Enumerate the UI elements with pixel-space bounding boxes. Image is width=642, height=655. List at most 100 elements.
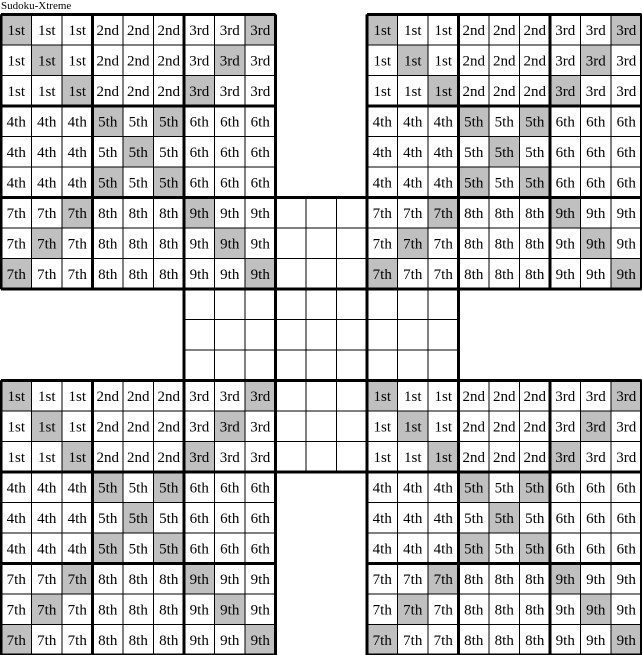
sudoku-cell[interactable]: 2nd — [122, 14, 154, 46]
sudoku-cell[interactable]: 5th — [153, 105, 185, 137]
sudoku-cell[interactable]: 6th — [549, 105, 581, 137]
sudoku-cell[interactable]: 6th — [580, 502, 612, 534]
sudoku-cell[interactable]: 1st — [366, 14, 398, 46]
sudoku-cell[interactable]: 7th — [427, 624, 459, 655]
sudoku-cell[interactable]: 9th — [244, 258, 276, 290]
sudoku-cell[interactable]: 8th — [153, 563, 185, 595]
sudoku-cell[interactable]: 4th — [0, 136, 32, 168]
sudoku-cell[interactable]: 5th — [488, 471, 520, 503]
sudoku-cell[interactable]: 2nd — [519, 44, 551, 76]
sudoku-cell[interactable]: 2nd — [519, 410, 551, 442]
sudoku-cell[interactable] — [305, 410, 337, 442]
sudoku-cell[interactable]: 2nd — [122, 380, 154, 412]
sudoku-cell[interactable]: 7th — [427, 197, 459, 229]
sudoku-cell[interactable]: 7th — [397, 624, 429, 655]
sudoku-cell[interactable] — [305, 288, 337, 320]
sudoku-cell[interactable]: 9th — [549, 624, 581, 655]
sudoku-cell[interactable]: 9th — [610, 227, 642, 259]
sudoku-cell[interactable]: 2nd — [458, 380, 490, 412]
sudoku-cell[interactable]: 7th — [397, 593, 429, 625]
sudoku-cell[interactable]: 4th — [61, 532, 93, 564]
sudoku-cell[interactable] — [427, 349, 459, 381]
sudoku-cell[interactable]: 9th — [183, 197, 215, 229]
sudoku-cell[interactable]: 2nd — [122, 44, 154, 76]
sudoku-cell[interactable]: 2nd — [519, 75, 551, 107]
sudoku-cell[interactable]: 1st — [31, 14, 63, 46]
sudoku-cell[interactable] — [336, 288, 368, 320]
sudoku-cell[interactable]: 4th — [0, 532, 32, 564]
sudoku-cell[interactable]: 9th — [214, 227, 246, 259]
sudoku-cell[interactable]: 2nd — [122, 441, 154, 473]
sudoku-cell[interactable]: 6th — [610, 471, 642, 503]
sudoku-cell[interactable]: 8th — [458, 563, 490, 595]
sudoku-cell[interactable]: 9th — [214, 197, 246, 229]
sudoku-cell[interactable]: 8th — [458, 624, 490, 655]
sudoku-cell[interactable]: 7th — [397, 563, 429, 595]
sudoku-cell[interactable]: 5th — [153, 136, 185, 168]
sudoku-cell[interactable]: 3rd — [244, 380, 276, 412]
sudoku-cell[interactable]: 6th — [183, 502, 215, 534]
sudoku-cell[interactable]: 1st — [366, 410, 398, 442]
sudoku-cell[interactable]: 5th — [519, 471, 551, 503]
sudoku-cell[interactable]: 4th — [397, 502, 429, 534]
sudoku-cell[interactable]: 7th — [61, 197, 93, 229]
sudoku-cell[interactable]: 3rd — [549, 410, 581, 442]
sudoku-cell[interactable] — [183, 288, 215, 320]
sudoku-cell[interactable]: 4th — [366, 471, 398, 503]
sudoku-cell[interactable]: 2nd — [458, 75, 490, 107]
sudoku-cell[interactable]: 6th — [214, 136, 246, 168]
sudoku-cell[interactable]: 8th — [153, 593, 185, 625]
sudoku-cell[interactable]: 9th — [183, 624, 215, 655]
sudoku-cell[interactable]: 6th — [183, 532, 215, 564]
sudoku-cell[interactable]: 3rd — [244, 14, 276, 46]
sudoku-cell[interactable]: 3rd — [580, 410, 612, 442]
sudoku-cell[interactable]: 2nd — [519, 380, 551, 412]
sudoku-cell[interactable]: 6th — [244, 136, 276, 168]
sudoku-cell[interactable]: 8th — [519, 624, 551, 655]
sudoku-cell[interactable]: 2nd — [122, 410, 154, 442]
sudoku-cell[interactable]: 9th — [549, 197, 581, 229]
sudoku-cell[interactable]: 7th — [31, 624, 63, 655]
sudoku-cell[interactable]: 4th — [397, 471, 429, 503]
sudoku-cell[interactable]: 7th — [0, 258, 32, 290]
sudoku-cell[interactable]: 2nd — [153, 44, 185, 76]
sudoku-cell[interactable]: 6th — [214, 502, 246, 534]
sudoku-cell[interactable]: 1st — [61, 44, 93, 76]
sudoku-cell[interactable]: 5th — [519, 166, 551, 198]
sudoku-cell[interactable]: 9th — [244, 563, 276, 595]
sudoku-cell[interactable]: 5th — [458, 471, 490, 503]
sudoku-cell[interactable]: 7th — [397, 197, 429, 229]
sudoku-cell[interactable]: 9th — [244, 197, 276, 229]
sudoku-cell[interactable]: 7th — [366, 563, 398, 595]
sudoku-cell[interactable]: 2nd — [458, 441, 490, 473]
sudoku-cell[interactable]: 4th — [427, 166, 459, 198]
sudoku-cell[interactable]: 5th — [122, 136, 154, 168]
sudoku-cell[interactable]: 3rd — [549, 441, 581, 473]
sudoku-cell[interactable]: 3rd — [580, 14, 612, 46]
sudoku-cell[interactable]: 8th — [519, 593, 551, 625]
sudoku-cell[interactable]: 9th — [610, 593, 642, 625]
sudoku-cell[interactable]: 3rd — [580, 75, 612, 107]
sudoku-cell[interactable]: 3rd — [244, 410, 276, 442]
sudoku-cell[interactable]: 5th — [153, 532, 185, 564]
sudoku-cell[interactable]: 7th — [31, 593, 63, 625]
sudoku-cell[interactable]: 6th — [183, 471, 215, 503]
sudoku-cell[interactable]: 2nd — [488, 14, 520, 46]
sudoku-cell[interactable]: 2nd — [519, 441, 551, 473]
sudoku-cell[interactable]: 6th — [549, 471, 581, 503]
sudoku-cell[interactable]: 4th — [427, 136, 459, 168]
sudoku-cell[interactable]: 8th — [92, 563, 124, 595]
sudoku-cell[interactable]: 9th — [183, 563, 215, 595]
sudoku-cell[interactable]: 9th — [610, 624, 642, 655]
sudoku-cell[interactable]: 7th — [427, 563, 459, 595]
sudoku-cell[interactable] — [397, 349, 429, 381]
sudoku-cell[interactable]: 8th — [519, 563, 551, 595]
sudoku-cell[interactable] — [214, 288, 246, 320]
sudoku-cell[interactable]: 8th — [92, 624, 124, 655]
sudoku-cell[interactable]: 4th — [61, 502, 93, 534]
sudoku-cell[interactable]: 5th — [122, 105, 154, 137]
sudoku-cell[interactable]: 3rd — [549, 380, 581, 412]
sudoku-cell[interactable]: 5th — [122, 502, 154, 534]
sudoku-cell[interactable]: 8th — [122, 258, 154, 290]
sudoku-cell[interactable]: 6th — [580, 136, 612, 168]
